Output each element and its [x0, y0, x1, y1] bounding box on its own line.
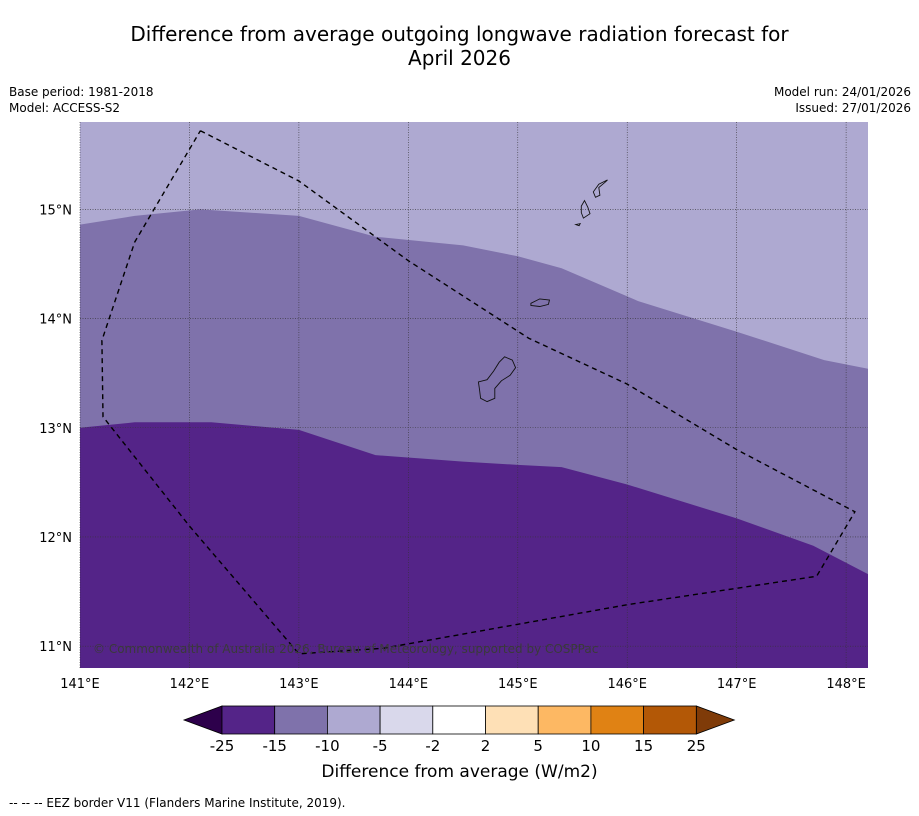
lon-tick-label: 146°E [607, 677, 647, 692]
colorbar-segment [590, 705, 645, 735]
lon-tick-label: 145°E [498, 677, 538, 692]
title-line-2: April 2026 [408, 46, 511, 70]
colorbar-under-arrow [182, 705, 223, 735]
colorbar-tick-label: -5 [373, 737, 388, 755]
meta-left: Base period: 1981-2018 Model: ACCESS-S2 [9, 84, 154, 116]
lat-tick-label: 11°N [39, 640, 72, 655]
colorbar-tick-label: -25 [210, 737, 235, 755]
colorbar-segment [379, 705, 434, 735]
lat-tick-label: 12°N [39, 531, 72, 546]
lon-tick-label: 144°E [389, 677, 429, 692]
island-saipan [592, 179, 608, 198]
colorbar-tick-label: -2 [425, 737, 440, 755]
island-rota [530, 298, 551, 307]
copyright-notice: © Commonwealth of Australia 2026, Bureau… [93, 642, 598, 656]
colorbar-tick-label: 5 [533, 737, 543, 755]
lat-tick-label: 13°N [39, 422, 72, 437]
colorbar-tick-label: 25 [687, 737, 706, 755]
colorbar-tick-label: -15 [262, 737, 287, 755]
island-aguijan [574, 222, 582, 227]
model-run: Model run: 24/01/2026 [773, 85, 911, 99]
colorbar-segment [221, 705, 276, 735]
lon-tick-label: 147°E [717, 677, 757, 692]
island-guam [477, 356, 517, 403]
colorbar-over-arrow [695, 705, 736, 735]
lon-tick-label: 142°E [170, 677, 210, 692]
lat-tick-label: 15°N [39, 203, 72, 218]
zone-minus25-minus15 [80, 422, 868, 668]
island-tinian [580, 199, 591, 219]
colorbar-segment [485, 705, 539, 735]
colorbar-tick-label: 15 [634, 737, 653, 755]
colorbar-title: Difference from average (W/m2) [321, 762, 598, 782]
colorbar-segment [432, 705, 486, 735]
base-period: Base period: 1981-2018 [9, 85, 154, 99]
lat-tick-label: 14°N [39, 313, 72, 328]
lon-tick-label: 148°E [826, 677, 866, 692]
model-name: Model: ACCESS-S2 [9, 101, 121, 115]
colorbar-tick-label: -10 [315, 737, 340, 755]
colorbar-segment [274, 705, 328, 735]
title-line-1: Difference from average outgoing longwav… [130, 22, 789, 46]
colorbar-tick-label: 2 [481, 737, 491, 755]
chart-title: Difference from average outgoing longwav… [0, 22, 919, 70]
meta-right: Model run: 24/01/2026 Issued: 27/01/2026 [774, 84, 911, 116]
colorbar-segment [537, 705, 592, 735]
issued-date: Issued: 27/01/2026 [795, 101, 911, 115]
lon-tick-label: 143°E [279, 677, 319, 692]
colorbar-segment [326, 705, 381, 735]
colorbar-tick-label: 10 [581, 737, 600, 755]
colorbar-segment [643, 705, 697, 735]
lon-tick-label: 141°E [60, 677, 100, 692]
eez-footnote: -- -- -- EEZ border V11 (Flanders Marine… [9, 796, 346, 810]
